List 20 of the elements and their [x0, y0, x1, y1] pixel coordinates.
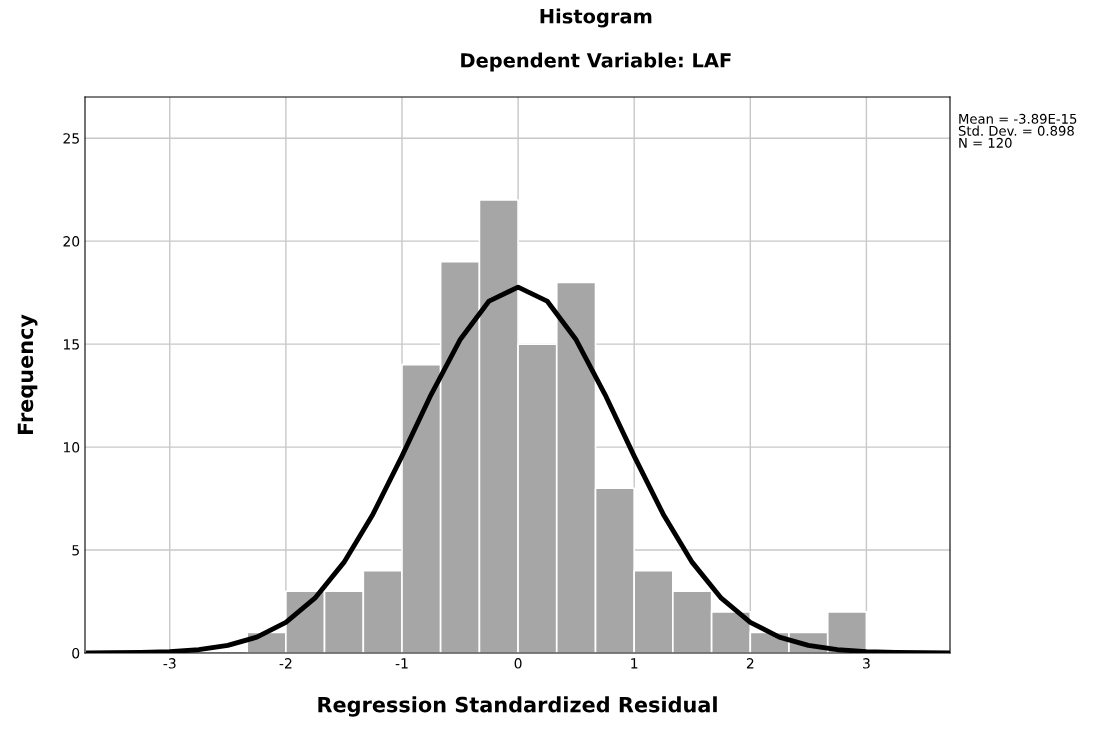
- x-tick-label: 1: [631, 658, 638, 669]
- y-tick-label: 25: [63, 133, 79, 144]
- chart-subtitle: Dependent Variable: LAF: [461, 52, 731, 72]
- x-tick-label: 0: [514, 658, 522, 669]
- x-tick-label: -3: [163, 658, 176, 669]
- x-axis-title: Regression Standardized Residual: [318, 696, 717, 717]
- text: N = 120: [959, 137, 1012, 148]
- x-tick-label: -2: [279, 658, 292, 669]
- y-tick-label: 10: [63, 442, 80, 453]
- text: Std. Dev. = 0.898: [958, 125, 1074, 136]
- y-axis-title: Frequency: [17, 314, 38, 435]
- x-tick-label: 3: [863, 658, 870, 669]
- y-tick-label: 5: [72, 545, 79, 556]
- chart-title: Histogram: [540, 8, 652, 28]
- x-tick-label: -1: [395, 658, 408, 669]
- y-tick-label: 20: [63, 236, 80, 247]
- y-tick-label: 15: [63, 339, 79, 350]
- x-tick-label: 2: [746, 658, 754, 669]
- y-tick-label: 0: [72, 647, 80, 659]
- text: Mean = -3.89E-15: [959, 113, 1077, 124]
